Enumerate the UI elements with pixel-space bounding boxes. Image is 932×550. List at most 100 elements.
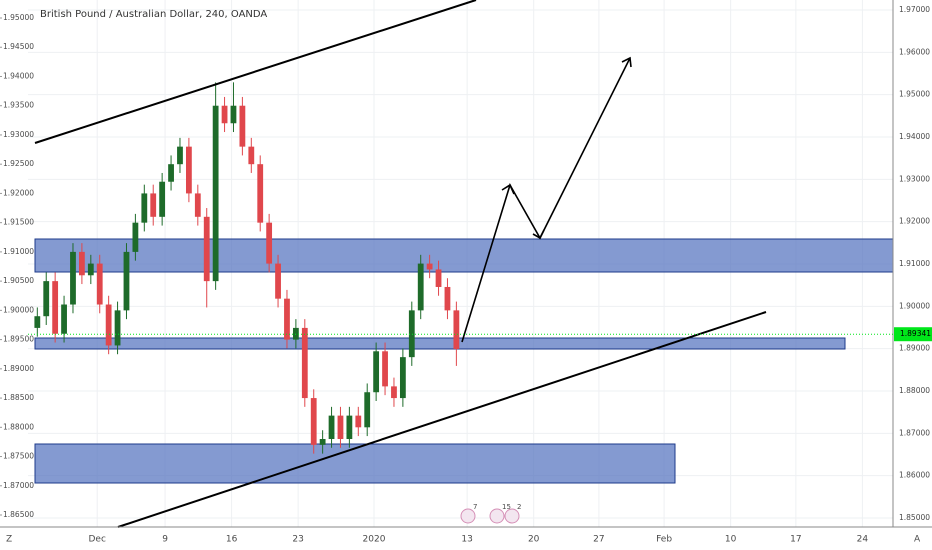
y2-tick-label: 1.86000 (899, 471, 930, 480)
arrow-head (532, 229, 545, 240)
candle-body (266, 222, 273, 264)
candle-body (319, 439, 326, 445)
y2-tick-label: 1.96000 (899, 47, 930, 56)
event-badge-count: 7 (473, 503, 477, 511)
candle-body (203, 216, 210, 282)
y-tick-label: 1.89500 (3, 335, 34, 344)
candle-body (177, 146, 183, 165)
y-tick-label: 1.91500 (3, 218, 34, 227)
last-price-box (894, 327, 932, 342)
y-tick-label: 1.93000 (3, 130, 34, 139)
candle-body (435, 269, 442, 287)
projection-path (461, 57, 631, 343)
candle-body (105, 304, 112, 346)
x-tick-label: 27 (593, 535, 604, 545)
candle-body (168, 164, 174, 182)
x-tick-label: 20 (528, 535, 540, 545)
y2-tick-label: 1.97000 (899, 5, 930, 14)
y2-tick-label: 1.94000 (899, 132, 930, 141)
x-tick-label: 23 (292, 535, 303, 545)
candle-body (399, 357, 406, 399)
candle-body (310, 398, 317, 445)
candle-body (364, 392, 371, 428)
x-tick-label: 9 (162, 535, 168, 545)
candle-body (43, 281, 50, 317)
candle-body (194, 193, 201, 217)
candle-body (34, 316, 41, 328)
candle-body (185, 146, 192, 194)
candle-body (453, 310, 460, 349)
x-tick-label: 16 (226, 535, 238, 545)
candle-body (61, 304, 67, 334)
y2-tick-label: 1.87000 (899, 428, 930, 437)
x-tick-label: 17 (790, 535, 801, 545)
candle-body (382, 351, 388, 387)
y2-tick-label: 1.91000 (899, 259, 930, 268)
y2-tick-label: 1.89000 (899, 344, 930, 353)
candle-body (355, 415, 362, 428)
candle-body (275, 263, 281, 299)
y2-tick-label: 1.85000 (899, 513, 930, 522)
event-badges: 7 15 2 (460, 503, 521, 524)
lower-trendline (117, 311, 767, 528)
y-tick-label: 1.88000 (3, 422, 34, 431)
x-tick-label: Feb (656, 535, 672, 545)
last-price-label: 1.89341 (900, 329, 931, 338)
candle-body (248, 146, 255, 165)
event-badge (489, 508, 505, 524)
y2-tick-label: 1.92000 (899, 217, 930, 226)
candle-body (159, 181, 166, 217)
candle-body (337, 415, 344, 440)
auto-scale-button[interactable]: A (914, 535, 921, 545)
y-tick-label: 1.90000 (3, 305, 34, 314)
candle-body (221, 105, 228, 124)
y-tick-label: 1.87000 (3, 481, 34, 490)
y-tick-label: 1.94000 (3, 71, 34, 80)
x-tick-label: Dec (88, 535, 105, 545)
candle-body (78, 251, 85, 276)
candle-body (150, 193, 157, 217)
y-tick-label: 1.87500 (3, 452, 34, 461)
y2-tick-label: 1.88000 (899, 386, 930, 395)
demand-zone (34, 443, 676, 484)
y2-tick-label: 1.95000 (899, 90, 930, 99)
candles (34, 82, 460, 454)
x-tick-label: 13 (461, 535, 472, 545)
candle-body (114, 310, 121, 346)
candle-body (328, 415, 335, 440)
candle-body (391, 386, 397, 399)
x-tick-label: 10 (725, 535, 737, 545)
candle-body (426, 263, 433, 270)
y2-tick-label: 1.90000 (899, 301, 930, 310)
event-badge-count: 15 (502, 503, 511, 511)
y-tick-label: 1.95000 (3, 13, 34, 22)
drawings (34, 0, 767, 528)
y-tick-label: 1.88500 (3, 393, 34, 402)
candle-body (52, 281, 59, 334)
candle-body (230, 105, 237, 124)
event-badge (504, 508, 520, 524)
y-tick-label: 1.94500 (3, 42, 34, 51)
candle-body (70, 251, 76, 305)
candle-body (239, 105, 246, 147)
candle-body (96, 263, 103, 305)
y-tick-label: 1.86500 (3, 510, 34, 519)
candle-body (444, 286, 451, 311)
y-tick-label: 1.92500 (3, 159, 34, 168)
resistance-zone (34, 238, 894, 273)
candle-body (123, 251, 130, 311)
support-zone (34, 337, 846, 350)
candle-body (284, 298, 290, 340)
y-tick-label: 1.91000 (3, 247, 34, 256)
candle-body (346, 415, 353, 440)
candle-body (212, 105, 219, 282)
y-tick-label: 1.92000 (3, 188, 34, 197)
chart-title: British Pound / Australian Dollar, 240, … (40, 9, 267, 20)
candle-body (257, 164, 264, 223)
arrow-head (501, 183, 515, 195)
event-badge-count: 2 (517, 503, 521, 511)
timezone-button[interactable]: Z (6, 535, 12, 545)
candle-body (87, 263, 94, 276)
event-badge (460, 508, 476, 524)
